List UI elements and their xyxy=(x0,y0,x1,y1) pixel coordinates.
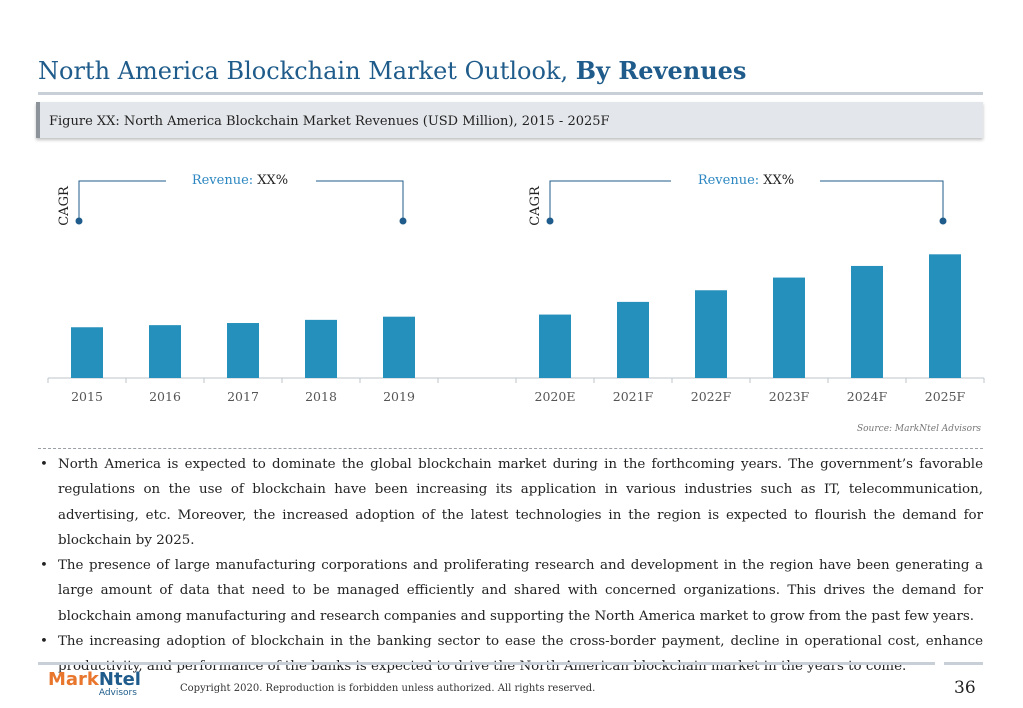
source-note: Source: MarkNtel Advisors xyxy=(856,424,981,434)
bullet-item: • The presence of large manufacturing cor… xyxy=(38,553,983,629)
revenue-label: Revenue: xyxy=(192,173,257,188)
revenue-cagr-label: Revenue: XX% xyxy=(192,173,288,188)
bullet-list: • North America is expected to dominate t… xyxy=(38,452,983,680)
bar-2024F xyxy=(851,265,883,378)
bar-2022F xyxy=(695,290,727,378)
cagr-bracket-left xyxy=(549,180,671,220)
bracket-start-dot xyxy=(546,217,554,225)
bullet-text: The presence of large manufacturing corp… xyxy=(58,558,983,624)
bullet-text: North America is expected to dominate th… xyxy=(58,457,983,548)
cagr-bracket-right xyxy=(316,180,404,220)
bracket-end-dot xyxy=(399,217,407,225)
x-tick-label: 2022F xyxy=(691,389,732,404)
logo-brand-a: Mark xyxy=(48,669,99,690)
bar-2020E xyxy=(539,314,571,378)
logo-brand-b: Ntel xyxy=(98,669,141,690)
x-tick-label: 2018 xyxy=(305,389,337,404)
bar-2019 xyxy=(383,316,415,378)
revenue-value: XX% xyxy=(763,173,794,188)
bullet-marker: • xyxy=(40,558,48,574)
company-logo: MarkNtel Advisors xyxy=(48,671,141,699)
revenue-label: Revenue: xyxy=(698,173,763,188)
bullet-marker: • xyxy=(40,457,48,472)
cagr-axis-label: CAGR xyxy=(528,185,543,226)
x-tick-label: 2015 xyxy=(71,389,103,404)
bar-2018 xyxy=(305,319,337,378)
page-number: 36 xyxy=(954,678,976,698)
figure-caption: Figure XX: North America Blockchain Mark… xyxy=(49,114,610,129)
cagr-bracket-right xyxy=(820,180,944,220)
x-tick-label: 2019 xyxy=(383,389,415,404)
bar-2015 xyxy=(71,327,103,378)
bar-2017 xyxy=(227,323,259,378)
title-regular: North America Blockchain Market Outlook, xyxy=(38,57,569,85)
bracket-end-dot xyxy=(939,217,947,225)
x-tick-label: 2016 xyxy=(149,389,181,404)
revenue-value: XX% xyxy=(257,173,288,188)
title-divider xyxy=(38,92,983,95)
bracket-start-dot xyxy=(75,217,83,225)
cagr-axis-label: CAGR xyxy=(57,185,72,226)
revenue-bar-chart: 2015 2016 2017 2018 2019 2020E 2021F 2022F 2023F… xyxy=(47,173,985,404)
logo-wordmark: MarkNtel xyxy=(48,671,141,689)
bullet-item: • North America is expected to dominate t… xyxy=(38,452,983,553)
bullet-marker: • xyxy=(40,634,48,650)
bullet-text: The increasing adoption of blockchain in… xyxy=(58,634,983,675)
x-tick-label: 2017 xyxy=(227,389,259,404)
footer-divider-short xyxy=(944,662,983,665)
x-tick-label: 2021F xyxy=(613,389,654,404)
copyright-text: Copyright 2020. Reproduction is forbidde… xyxy=(180,683,596,694)
title-bold: By Revenues xyxy=(575,56,747,85)
x-tick-label: 2020E xyxy=(535,389,576,404)
x-tick-label: 2023F xyxy=(769,389,810,404)
x-tick-label: 2024F xyxy=(847,389,888,404)
bar-2023F xyxy=(773,277,805,378)
dashed-divider xyxy=(38,448,983,449)
revenue-cagr-label: Revenue: XX% xyxy=(698,173,794,188)
bar-2021F xyxy=(617,301,649,378)
logo-subtitle: Advisors xyxy=(98,688,137,698)
cagr-bracket-left xyxy=(78,180,166,220)
figure-caption-bar: Figure XX: North America Blockchain Mark… xyxy=(36,102,983,138)
page-title: North America Blockchain Market Outlook,… xyxy=(38,56,746,85)
bar-2025F xyxy=(929,254,961,378)
bullet-item: • The increasing adoption of blockchain i… xyxy=(38,629,983,680)
footer-divider xyxy=(38,662,935,665)
x-tick-label: 2025F xyxy=(925,389,966,404)
bar-2016 xyxy=(149,325,181,378)
